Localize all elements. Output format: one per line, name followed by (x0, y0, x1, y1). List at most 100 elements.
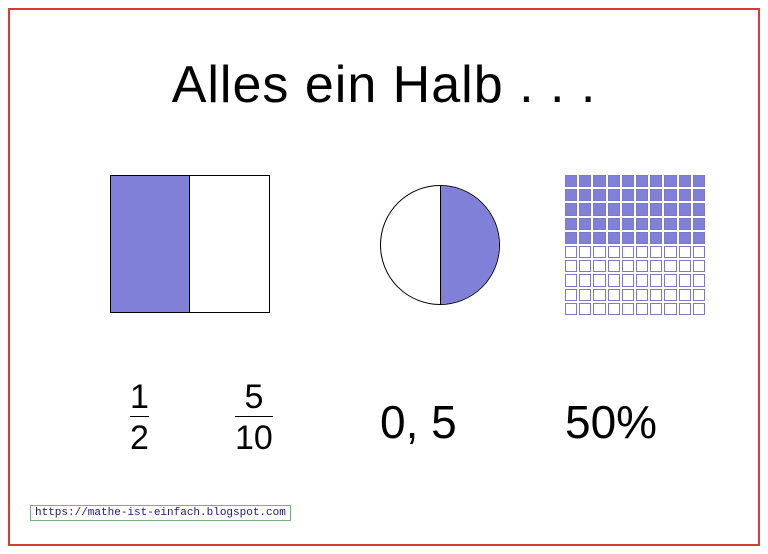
grid-cell (650, 175, 662, 187)
grid-cell (693, 260, 705, 272)
grid-cell (608, 189, 620, 201)
grid-cell (664, 232, 676, 244)
grid-cell (608, 260, 620, 272)
grid-cell (664, 246, 676, 258)
grid-cell (664, 189, 676, 201)
grid-cell (608, 175, 620, 187)
grid-cell (664, 303, 676, 315)
grid-cell (693, 232, 705, 244)
grid-cell (579, 303, 591, 315)
source-url: https://mathe-ist-einfach.blogspot.com (30, 505, 291, 521)
grid-cell (636, 246, 648, 258)
grid-cell (679, 203, 691, 215)
grid-cell (579, 232, 591, 244)
grid-cell (679, 246, 691, 258)
grid-cell (679, 218, 691, 230)
grid-cell (608, 274, 620, 286)
numerator: 5 (244, 380, 263, 416)
grid-cell (608, 218, 620, 230)
grid-cell (636, 232, 648, 244)
half-circle-diagram (380, 185, 500, 305)
denominator: 2 (130, 417, 149, 455)
grid-cell (593, 218, 605, 230)
grid-cell (679, 303, 691, 315)
half-grid-diagram (565, 175, 705, 315)
grid-cell (593, 274, 605, 286)
grid-cell (636, 303, 648, 315)
grid-cell (622, 203, 634, 215)
page-title: Alles ein Halb . . . (0, 55, 768, 115)
grid-cell (622, 232, 634, 244)
grid-cell (650, 274, 662, 286)
grid-cell (693, 303, 705, 315)
grid-cell (693, 218, 705, 230)
grid-cell (608, 303, 620, 315)
grid-cell (679, 260, 691, 272)
grid-cell (565, 289, 577, 301)
grid-cell (664, 203, 676, 215)
grid-cell (579, 175, 591, 187)
grid-cell (579, 218, 591, 230)
grid-cell (693, 274, 705, 286)
grid-cell (593, 260, 605, 272)
grid-cell (579, 274, 591, 286)
grid-cell (593, 246, 605, 258)
grid-cell (664, 175, 676, 187)
grid-cell (565, 274, 577, 286)
grid-cell (593, 189, 605, 201)
grid-cell (693, 189, 705, 201)
grid-cell (679, 232, 691, 244)
grid-cell (679, 189, 691, 201)
grid-cell (679, 289, 691, 301)
circle-filled-half (440, 186, 499, 304)
fraction-five-tenths: 5 10 (235, 380, 273, 455)
grid-cell (579, 203, 591, 215)
grid-cell (608, 203, 620, 215)
grid-cell (565, 260, 577, 272)
grid-cell (679, 274, 691, 286)
grid-cell (565, 246, 577, 258)
decimal-label: 0, 5 (380, 395, 457, 449)
grid-cell (622, 218, 634, 230)
grid-cell (664, 274, 676, 286)
grid-cell (636, 189, 648, 201)
numerator: 1 (130, 380, 149, 416)
grid-cell (650, 218, 662, 230)
square-filled-half (111, 176, 190, 312)
grid-cell (565, 232, 577, 244)
grid-cell (693, 175, 705, 187)
grid-cell (579, 189, 591, 201)
grid-cell (593, 303, 605, 315)
grid-cell (565, 303, 577, 315)
grid-cell (650, 303, 662, 315)
grid-cell (608, 246, 620, 258)
grid-cell (565, 218, 577, 230)
grid-cell (622, 246, 634, 258)
grid-cell (650, 289, 662, 301)
grid-cell (693, 203, 705, 215)
grid-cell (636, 175, 648, 187)
percent-label: 50% (565, 395, 657, 449)
grid-cell (579, 260, 591, 272)
grid-cell (593, 232, 605, 244)
grid-cell (650, 260, 662, 272)
grid-cell (636, 260, 648, 272)
grid-cell (693, 289, 705, 301)
grid-cell (636, 289, 648, 301)
grid-cell (579, 289, 591, 301)
grid-cell (622, 260, 634, 272)
grid-cell (593, 203, 605, 215)
grid-cell (636, 218, 648, 230)
grid-cell (636, 203, 648, 215)
grid-cell (565, 175, 577, 187)
grid-cell (636, 274, 648, 286)
grid-cell (664, 289, 676, 301)
grid-cell (565, 203, 577, 215)
grid-cell (622, 303, 634, 315)
fraction-one-half: 1 2 (130, 380, 149, 455)
grid-cell (593, 289, 605, 301)
grid-cell (608, 232, 620, 244)
grid-cell (679, 175, 691, 187)
grid-cell (622, 189, 634, 201)
grid-cell (664, 260, 676, 272)
